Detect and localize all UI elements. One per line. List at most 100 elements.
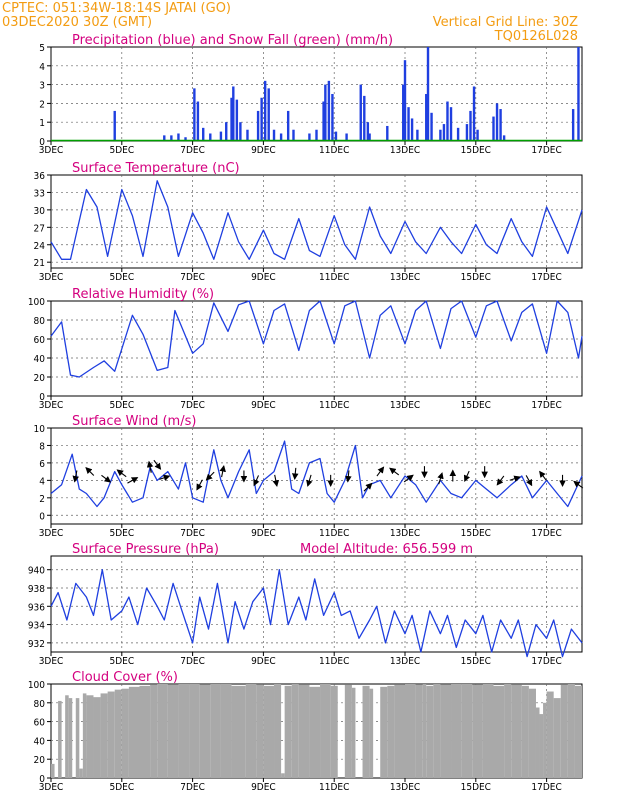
- wind-arrow: [272, 474, 280, 487]
- cloud-column: [93, 697, 101, 778]
- wind-ytick-label: 4: [39, 476, 45, 487]
- precip-bar: [327, 80, 331, 141]
- temperature-panel: 21 24 27 30 33 36 3DEC 5DEC 7DEC 9DEC 11DEC 13DEC 15…: [34, 161, 583, 283]
- precip-bar: [577, 47, 580, 141]
- wind-xtick-label: 3DEC: [39, 528, 64, 539]
- wind-arrow: [219, 465, 226, 478]
- cloud-column: [433, 684, 441, 778]
- wind-arrow: [573, 480, 584, 489]
- pressure-xtick-label: 17DEC: [531, 656, 561, 667]
- humidity-title: Relative Humidity (%): [72, 287, 214, 302]
- humidity-panel: 0 20 40 60 80 100 3DEC 5DEC 7DEC 9DEC 11DEC 13DEC 15…: [28, 287, 583, 411]
- cloud-column: [528, 688, 536, 778]
- cloud-column: [451, 684, 462, 778]
- precip-ytick-label: 1: [39, 118, 45, 129]
- precip-ytick-label: 0: [39, 137, 45, 148]
- pressure-xtick-label: 7DEC: [180, 656, 205, 667]
- precip-bar: [246, 129, 249, 141]
- temperature-title: Surface Temperature (nC): [72, 161, 240, 176]
- cloud-column: [426, 685, 434, 778]
- temperature-xtick-label: 5DEC: [109, 272, 134, 283]
- precip-bar: [267, 88, 270, 141]
- cloud-column: [422, 684, 427, 778]
- wind-xtick-label: 13DEC: [390, 528, 420, 539]
- cloud-column: [291, 684, 299, 778]
- cloud-ytick-label: 80: [34, 699, 46, 710]
- precip-bar: [331, 94, 334, 141]
- precip-bar: [272, 129, 276, 141]
- cloud-xtick-label: 15DEC: [461, 782, 491, 793]
- temperature-xtick-label: 13DEC: [390, 272, 420, 283]
- precip-bar: [363, 95, 366, 141]
- precip-ytick-label: 3: [39, 81, 45, 92]
- wind-frame: [50, 427, 583, 525]
- cloud-column: [128, 686, 140, 778]
- cloud-column: [482, 684, 494, 778]
- precip-bar: [407, 107, 410, 141]
- cloud-ytick-label: 60: [34, 718, 46, 729]
- wind-arrow: [509, 475, 521, 482]
- precip-panel: 0 1 2 3 4 5 3DEC 5DEC 7DEC 9DEC 11DEC 13DEC 15DEC 17D…: [39, 33, 583, 156]
- wind-arrow: [376, 466, 385, 477]
- precip-bar: [230, 97, 233, 141]
- wind-panel: 0 2 4 6 8 10 3DEC 5DEC 7DEC 9DEC 11DEC 13DEC 15DEC 17…: [34, 414, 584, 539]
- precip-bar: [345, 133, 348, 141]
- humidity-line: [50, 300, 583, 378]
- precip-bar: [193, 88, 196, 141]
- wind-arrow: [389, 467, 400, 476]
- wind-xtick-label: 15DEC: [461, 528, 491, 539]
- precip-bar: [225, 122, 228, 141]
- precip-bar: [196, 101, 200, 141]
- wind-xtick-label: 5DEC: [109, 528, 134, 539]
- temperature-ytick-label: 36: [34, 171, 46, 182]
- precip-bar: [184, 137, 187, 141]
- cloud-column: [521, 685, 529, 778]
- precip-bar: [177, 133, 180, 141]
- cloud-column: [100, 693, 108, 778]
- precip-bar: [442, 124, 446, 141]
- precip-ytick-label: 4: [39, 62, 45, 73]
- cloud-column: [320, 684, 331, 778]
- precip-bar: [260, 97, 263, 141]
- humidity-ytick-label: 60: [34, 335, 46, 346]
- temperature-ytick-label: 30: [34, 206, 46, 217]
- temperature-xtick-label: 7DEC: [180, 272, 205, 283]
- cloud-column: [220, 684, 232, 778]
- precip-bar: [425, 94, 428, 141]
- precip-bar: [324, 84, 327, 141]
- cloud-column: [553, 698, 561, 778]
- cloud-column: [58, 700, 62, 778]
- cloud-column: [86, 695, 94, 778]
- cloud-ytick-label: 100: [28, 680, 45, 691]
- cloud-column: [369, 688, 374, 778]
- precip-bar: [232, 86, 235, 141]
- cloud-column: [263, 685, 275, 778]
- temperature-ytick-label: 24: [34, 241, 46, 252]
- header-run: 03DEC2020 30Z (GMT): [2, 15, 152, 30]
- cloud-column: [65, 695, 69, 778]
- precip-xtick-label: 17DEC: [531, 145, 561, 156]
- cloud-xtick-label: 11DEC: [319, 782, 349, 793]
- wind-arrow: [525, 475, 533, 487]
- cloud-column: [351, 687, 356, 778]
- precip-frame: [50, 46, 583, 142]
- precip-xtick-label: 5DEC: [109, 145, 134, 156]
- cloud-column: [298, 684, 310, 778]
- cloud-column: [189, 684, 200, 778]
- humidity-ytick-label: 40: [34, 354, 46, 365]
- humidity-xtick-label: 5DEC: [109, 400, 134, 411]
- cloud-ytick-label: 20: [34, 755, 46, 766]
- humidity-ytick-label: 80: [34, 316, 46, 327]
- humidity-xtick-label: 3DEC: [39, 400, 64, 411]
- cloud-column: [231, 685, 246, 778]
- cloud-column: [405, 684, 416, 778]
- precip-bar: [430, 112, 433, 141]
- humidity-xtick-label: 13DEC: [390, 400, 420, 411]
- cloud-column: [546, 691, 554, 778]
- precip-bar: [359, 84, 362, 141]
- precip-bar: [571, 109, 575, 141]
- precip-bar: [416, 129, 419, 141]
- humidity-xtick-label: 11DEC: [319, 400, 349, 411]
- header-station: CPTEC: 051:34W-18:14S JATAI (GO): [2, 1, 231, 16]
- temperature-ytick-label: 33: [34, 188, 45, 199]
